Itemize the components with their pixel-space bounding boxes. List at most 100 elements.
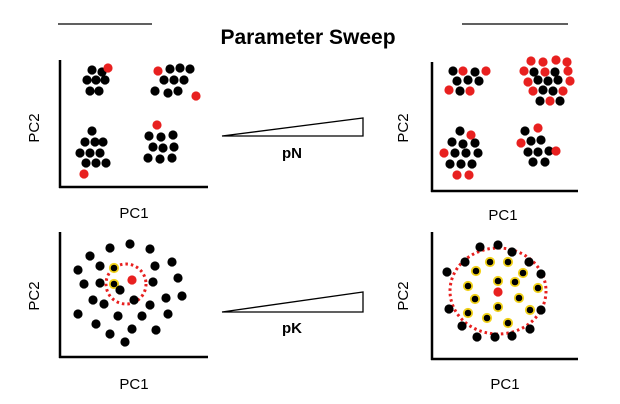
cell-dot [80,137,90,147]
cell-dot [87,65,97,75]
y-axis-label: PC2 [395,281,412,310]
cell-dot [555,96,565,106]
cell-dot [98,137,108,147]
cell-dot [148,277,158,287]
panel-pn-low: PC2 PC1 [26,60,208,222]
cell-dot [535,96,545,106]
cell-dot [458,139,468,149]
doublet-dot [458,66,468,76]
nearest-neighbor-dot [469,293,481,305]
doublet-dot [551,146,561,156]
cell-dot [447,137,457,147]
nearest-neighbor-dot [532,282,544,294]
cell-dot [100,75,110,85]
wedge-shape [221,291,364,313]
nearest-neighbor-dot [509,276,521,288]
cell-dot [185,64,195,74]
cell-dot [442,267,452,277]
neighborhood-circle [448,246,548,336]
doublet-dot [191,91,201,101]
cell-dot [88,295,98,305]
cell-dot [167,153,177,163]
doublet-dot [563,66,573,76]
cell-dot [450,148,460,158]
cell-dot [125,239,135,249]
nearest-neighbor-dot [492,275,504,287]
doublet-dot [153,66,163,76]
doublet-dot [103,63,113,73]
cell-dot [165,64,175,74]
cell-dot [81,158,91,168]
cell-dot [73,265,83,275]
nearest-neighbor-dot [492,301,504,313]
cell-dot [144,131,154,141]
cell-dot [137,311,147,321]
cell-dot [470,67,480,77]
cell-dot [161,293,171,303]
cell-dot [448,66,458,76]
cell-dot [105,329,115,339]
doublet-dot [439,148,449,158]
cell-dot [163,88,173,98]
cell-dot [550,67,560,77]
cell-dot [101,158,111,168]
cell-dot [525,324,535,334]
y-axis-label: PC2 [26,113,43,142]
doublet-dot [519,66,529,76]
cell-dot [173,273,183,283]
nearest-neighbor-dot [524,304,536,316]
cell-dot [158,143,168,153]
nearest-neighbor-dot [108,278,120,290]
cell-dot [91,75,101,85]
pn-label: pN [282,145,302,162]
cell-dot [472,332,482,342]
y-axis-label: PC2 [395,113,412,142]
nearest-neighbor-dot [517,267,529,279]
cell-dot [524,257,534,267]
nearest-neighbor-dot [513,292,525,304]
x-axis-label: PC1 [488,207,517,224]
cell-dot [553,75,563,85]
neighborhood-circle [104,262,148,306]
cell-dot [528,157,538,167]
nearest-neighbor-dot [481,312,493,324]
cell-dot [533,75,543,85]
cell-dot [461,148,471,158]
doublet-dot [523,77,533,87]
doublet-dot [127,275,137,285]
cell-dot [533,147,543,157]
doublet-dot [526,56,536,66]
cell-dot [87,126,97,136]
cell-dot [523,147,533,157]
doublet-dot [528,86,538,96]
cell-dot [127,324,137,334]
doublet-dot [464,170,474,180]
pk-increase-wedge: pK [221,291,364,337]
cell-dot [474,76,484,86]
cell-dot [544,146,554,156]
cell-dot [95,261,105,271]
doublet-dot [540,67,550,77]
cell-dot [520,126,530,136]
nearest-neighbor-dot [502,256,514,268]
cell-dot [463,75,473,85]
cell-dot [169,75,179,85]
cell-dot [163,309,173,319]
cell-dot [444,304,454,314]
cell-dot [536,269,546,279]
cell-dot [85,148,95,158]
y-axis-label: PC2 [26,281,43,310]
nearest-neighbor-dot [484,256,496,268]
pn-increase-wedge: pN [221,117,364,162]
cell-dot [173,86,183,96]
cell-scatter [75,63,201,179]
cell-dot [94,86,104,96]
cell-dot [167,257,177,267]
nearest-neighbor-dot [462,307,474,319]
cell-dot [145,244,155,254]
doublet-dot [493,287,503,297]
cell-dot [91,158,101,168]
cell-dot [148,142,158,152]
cell-dot [159,75,169,85]
doublet-dot [538,57,548,67]
